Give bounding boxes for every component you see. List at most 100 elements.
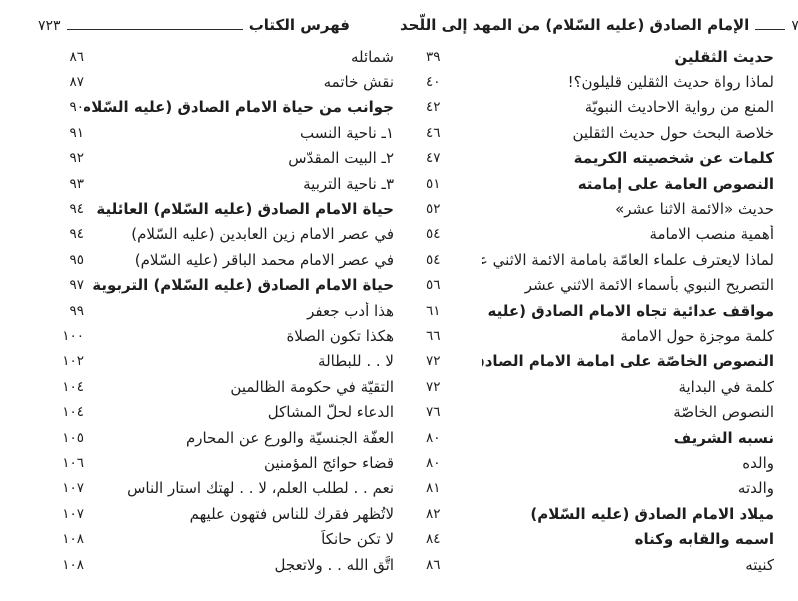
toc-entry: ٦١ مواقف عدائية تجاه الامام الصادق (عليه…: [400, 298, 774, 323]
toc-entry-page-number: ٨٦: [69, 48, 84, 65]
toc-entry-page-number: ٦٦: [426, 327, 441, 344]
toc-entry-page-number: ٥٦: [426, 277, 441, 294]
toc-entry: ٨٦ كنيته: [400, 552, 774, 577]
toc-entry: ١٠٨ اتَّق الله . . ولاتعجل: [14, 552, 394, 577]
toc-entry-page-number: ٩٣: [69, 175, 84, 192]
toc-entry: ٩٢ ٢ـ البيت المقدّس: [14, 146, 394, 171]
index-title: فهرس الكتاب: [248, 16, 350, 34]
right-page-number: ٧٢٢: [791, 18, 798, 34]
left-page-number: ٧٢٣: [38, 18, 61, 34]
toc-entry: ٩٠ جوانب من حياة الامام الصادق (عليه الس…: [14, 95, 394, 120]
toc-entry-title: كلمة في البداية: [678, 377, 774, 396]
toc-entry-page-number: ١٠٨: [62, 531, 84, 548]
toc-entry-title: حياة الامام الصادق (عليه السّلام) العائل…: [96, 200, 394, 219]
toc-entry-title: كنيته: [745, 555, 774, 574]
toc-entry-page-number: ١٠٤: [62, 404, 84, 421]
toc-entry-title: اسمه والقابه وكناه: [634, 530, 774, 549]
toc-entry-title: قضاء حوائج المؤمنين: [263, 453, 394, 472]
toc-entry-title: أهمية منصب الامامة: [649, 225, 774, 244]
toc-entry: ٧٢ النصوص الخاصّة على امامة الامام الصاد…: [400, 349, 774, 374]
toc-entry: ٩١ ١ـ ناحية النسب: [14, 120, 394, 145]
toc-entry-title: حديث الثقلين: [674, 47, 774, 66]
toc-entry: ٥١ النصوص العامة على إمامته: [400, 171, 774, 196]
toc-entry-title: جوانب من حياة الامام الصادق (عليه السّلا…: [84, 98, 394, 117]
toc-entry-page-number: ٥٤: [426, 251, 441, 268]
toc-entry: ٩٥ في عصر الامام محمد الباقر (عليه السّل…: [14, 247, 394, 272]
toc-entry: ٩٩ هذا أدب جعفر: [14, 298, 394, 323]
toc-entry-title: نسبه الشريف: [673, 428, 774, 447]
toc-entry-page-number: ٥٤: [426, 226, 441, 243]
toc-entry-page-number: ٧٢: [426, 353, 441, 370]
toc-entry: ٥٤ لماذا لايعترف علماء العامّة بامامة ال…: [400, 247, 774, 272]
toc-entry: ٨٧ نقش خاتمه: [14, 69, 394, 94]
toc-entry-title: كلمة موجزة حول الامامة: [620, 326, 774, 345]
toc-entry: ١٠٤ التقيّة في حكومة الظالمين: [14, 374, 394, 399]
left-header-rule: [66, 29, 243, 30]
toc-entry-title: مواقف عدائية تجاه الامام الصادق (عليه ال…: [482, 301, 774, 320]
toc-entry-page-number: ٧٢: [426, 378, 441, 395]
toc-entry-page-number: ٨٧: [69, 74, 84, 91]
toc-entry: ٥٤ أهمية منصب الامامة: [400, 222, 774, 247]
toc-entry-title: في عصر الامام زين العابدين (عليه السّلام…: [131, 225, 394, 244]
toc-entry-page-number: ٩٥: [69, 251, 84, 268]
toc-entry-title: اتَّق الله . . ولاتعجل: [274, 555, 394, 574]
toc-entry: ٧٦ النصوص الخاصّة: [400, 399, 774, 424]
right-page: الإمام الصادق (عليه السّلام) من المهد إل…: [400, 12, 798, 577]
toc-entry-title: كلمات عن شخصيته الكريمة: [573, 149, 774, 168]
toc-entry-page-number: ١٠٨: [62, 556, 84, 573]
toc-entry: ٨٠ والده: [400, 450, 774, 475]
toc-entry-page-number: ٨٦: [426, 556, 441, 573]
toc-entry-title: خلاصة البحث حول حديث الثقلين: [572, 123, 774, 142]
toc-entry-title: لاتُظهر فقرك للناس فتهون عليهم: [189, 504, 394, 523]
toc-entry: ٧٢ كلمة في البداية: [400, 374, 774, 399]
toc-entry-page-number: ٩٧: [69, 277, 84, 294]
toc-entry-page-number: ٩٢: [69, 150, 84, 167]
toc-entry-title: هذا أدب جعفر: [307, 301, 394, 320]
toc-entry-title: ١ـ ناحية النسب: [300, 123, 394, 142]
right-page-header: الإمام الصادق (عليه السّلام) من المهد إل…: [400, 12, 798, 34]
toc-entry-title: في عصر الامام محمد الباقر (عليه السّلام): [134, 250, 394, 269]
toc-entry-page-number: ٧٦: [426, 404, 441, 421]
toc-entry: ٦٦ كلمة موجزة حول الامامة: [400, 323, 774, 348]
toc-entry-page-number: ٨٤: [426, 531, 441, 548]
toc-entry-title: ٢ـ البيت المقدّس: [288, 149, 394, 168]
toc-entry: ١٠٦ قضاء حوائج المؤمنين: [14, 450, 394, 475]
toc-entry-title: هكذا تكون الصلاة: [286, 326, 394, 345]
toc-entry-page-number: ٤٠: [426, 74, 441, 91]
toc-entry-title: الدعاء لحلّ المشاكل: [267, 403, 394, 422]
toc-entry-title: نعم . . لطلب العلم، لا . . لهتك استار ال…: [127, 479, 394, 498]
toc-entry-page-number: ٩٠: [69, 99, 84, 116]
toc-entry-page-number: ٦١: [426, 302, 441, 319]
toc-entry-page-number: ٨٠: [426, 429, 441, 446]
toc-entry: ٣٩ حديث الثقلين: [400, 44, 774, 69]
toc-entry: ٩٧ حياة الامام الصادق (عليه السّلام) الت…: [14, 273, 394, 298]
book-title: الإمام الصادق (عليه السّلام) من المهد إل…: [400, 16, 750, 34]
toc-entry-title: نقش خاتمه: [323, 73, 394, 92]
toc-entry-page-number: ١٠٧: [62, 480, 84, 497]
toc-entry: ٩٣ ٣ـ ناحية التربية: [14, 171, 394, 196]
left-page-header: ٧٢٣ فهرس الكتاب: [14, 12, 394, 34]
toc-entry: ١٠٤ الدعاء لحلّ المشاكل: [14, 399, 394, 424]
toc-entry: ٨٠ نسبه الشريف: [400, 425, 774, 450]
left-toc-list: ٨٦ شمائله ٨٧ نقش خاتمه ٩٠ جوانب من حياة …: [14, 44, 394, 577]
toc-entry-page-number: ١٠٦: [62, 454, 84, 471]
toc-entry-page-number: ٨٠: [426, 454, 441, 471]
toc-entry-title: النصوص العامة على إمامته: [577, 174, 774, 193]
toc-entry-page-number: ١٠٤: [62, 378, 84, 395]
toc-entry-page-number: ٤٦: [426, 124, 441, 141]
toc-entry: ٩٤ في عصر الامام زين العابدين (عليه السّ…: [14, 222, 394, 247]
toc-entry: ١٠٥ العفّة الجنسيّة والورع عن المحارم: [14, 425, 394, 450]
toc-entry-title: ميلاد الامام الصادق (عليه السّلام): [530, 504, 774, 523]
toc-entry-page-number: ٩٩: [69, 302, 84, 319]
toc-entry-title: التصريح النبوي بأسماء الائمة الاثني عشر: [524, 276, 774, 295]
toc-entry-title: لا . . للبطالة: [318, 352, 394, 371]
toc-entry-page-number: ٤٢: [426, 99, 441, 116]
toc-entry-page-number: ٨٢: [426, 505, 441, 522]
toc-entry-title: لماذا لايعترف علماء العامّة بامامة الائم…: [482, 250, 774, 269]
toc-entry-title: النصوص الخاصّة على امامة الامام الصادق (…: [482, 352, 774, 371]
toc-entry-title: المنع من رواية الاحاديث النبويّة: [584, 98, 774, 117]
toc-entry-title: النصوص الخاصّة: [673, 403, 774, 422]
toc-entry-page-number: ٩٤: [69, 201, 84, 218]
toc-entry-title: حديث «الائمة الاثنا عشر»: [615, 200, 774, 219]
toc-entry: ١٠٨ لا تكن حانكاً: [14, 526, 394, 551]
